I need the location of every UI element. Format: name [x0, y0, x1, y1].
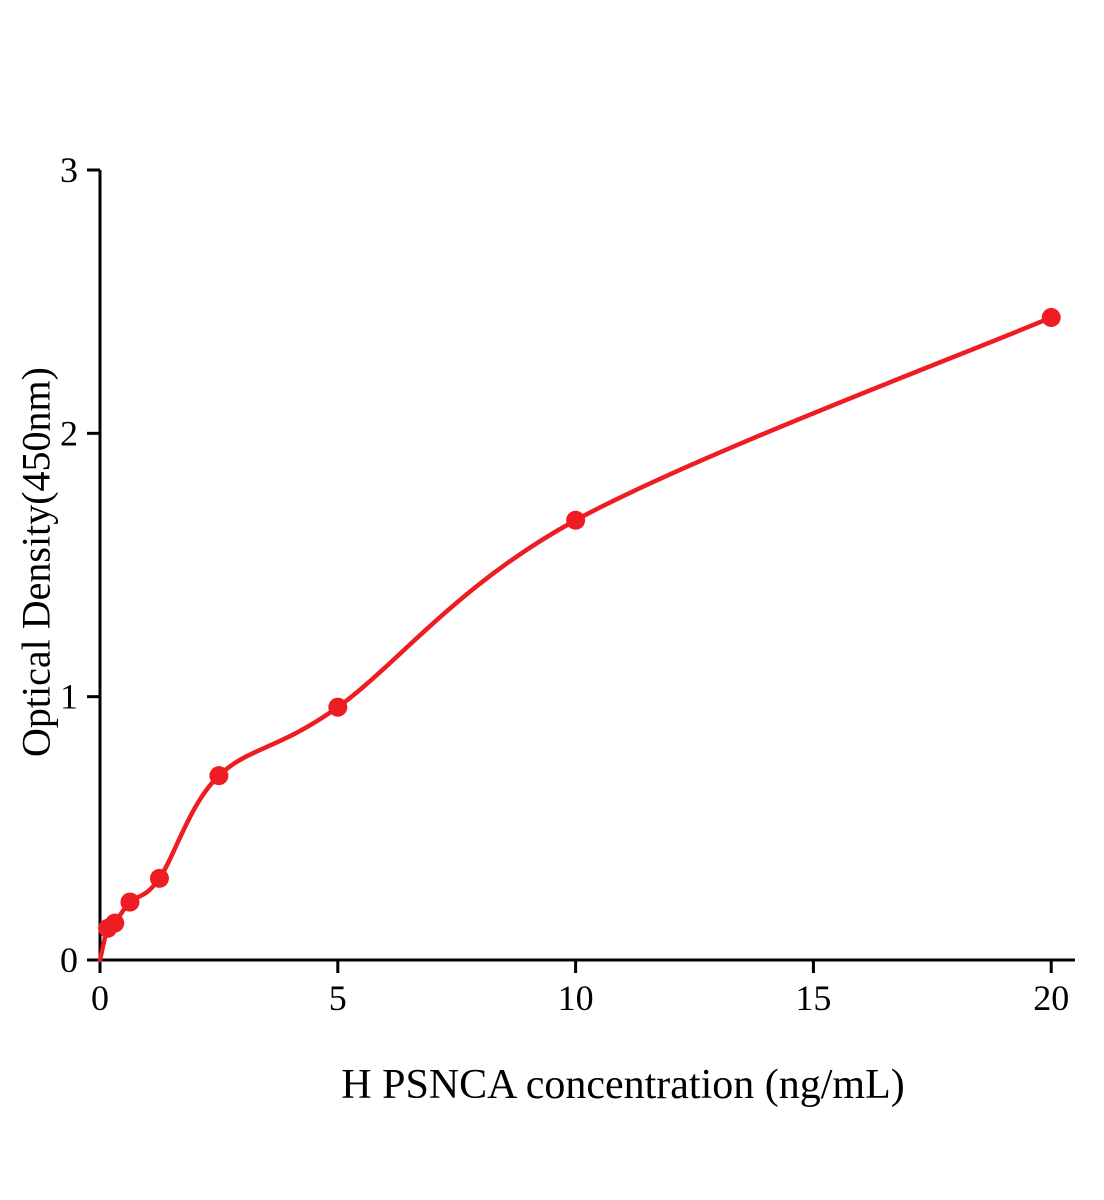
x-tick-label: 10 — [558, 978, 594, 1018]
y-tick-label: 2 — [60, 413, 78, 453]
x-tick-label: 15 — [795, 978, 831, 1018]
data-point — [120, 892, 140, 912]
data-point — [328, 697, 348, 717]
y-tick-label: 3 — [60, 150, 78, 190]
data-point — [209, 766, 229, 786]
y-axis-title: Optical Density(450nm) — [13, 367, 59, 757]
x-axis-title: H PSNCA concentration (ng/mL) — [341, 1062, 905, 1108]
data-point — [1041, 307, 1061, 327]
x-tick-label: 5 — [329, 978, 347, 1018]
data-point — [566, 510, 586, 530]
y-tick-label: 1 — [60, 677, 78, 717]
y-tick-label: 0 — [60, 940, 78, 980]
x-tick-label: 0 — [91, 978, 109, 1018]
data-point — [105, 913, 125, 933]
x-tick-label: 20 — [1033, 978, 1069, 1018]
fit-curve — [97, 315, 1054, 963]
data-point — [149, 868, 169, 888]
